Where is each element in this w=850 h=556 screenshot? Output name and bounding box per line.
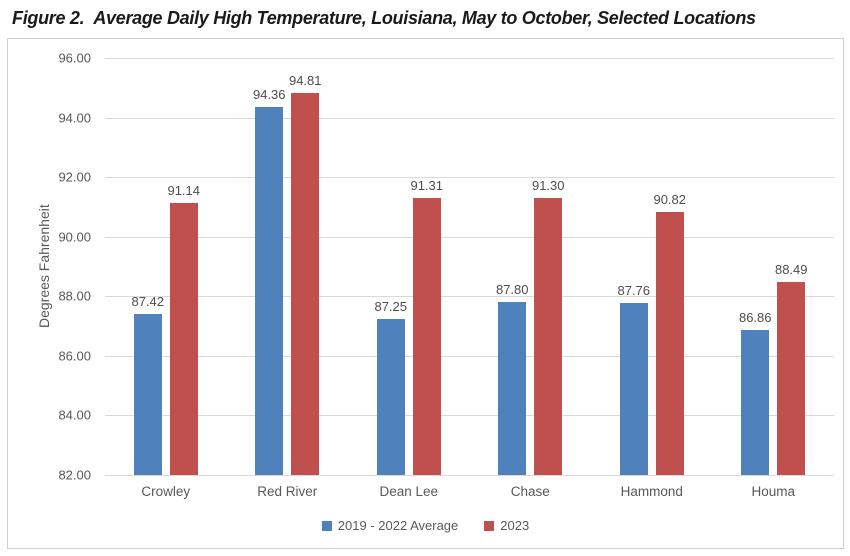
x-axis-tick-label: Dean Lee	[379, 484, 439, 499]
bar-group: 87.25 91.31	[348, 58, 470, 475]
bar: 88.49	[775, 262, 808, 475]
bar-wrap: 91.14	[167, 58, 200, 475]
bar-group: 94.36 94.81	[227, 58, 349, 475]
bar: 94.81	[289, 73, 322, 475]
bar-group: 87.42 91.14	[105, 58, 227, 475]
bar-wrap: 88.49	[775, 58, 808, 475]
y-axis-tick-label: 84.00	[58, 407, 91, 423]
bar: 87.42	[131, 294, 164, 475]
x-axis-tick-label: Crowley	[141, 484, 191, 499]
gridline	[105, 58, 834, 59]
x-axis-labels: Crowley Red River Dean Lee Chase Hammond Houm…	[105, 484, 834, 499]
bar: 91.14	[167, 183, 200, 475]
bar: 90.82	[653, 192, 686, 475]
bar-groups: 87.42 91.14 94.36 94.81 87.25 91.31 87.80 91.30…	[105, 58, 834, 475]
bar-wrap: 86.86	[739, 58, 772, 475]
bar-value-label: 91.31	[410, 177, 444, 193]
bar-value-label: 87.76	[617, 283, 651, 299]
bar-wrap: 94.81	[289, 58, 322, 475]
legend: 2019 - 2022 Average 2023	[8, 518, 843, 533]
bar-value-label: 87.80	[495, 282, 529, 298]
gridline	[105, 236, 834, 238]
bar: 86.86	[739, 310, 772, 475]
bar: 87.80	[496, 282, 529, 475]
bar-value-label: 91.30	[531, 178, 565, 193]
bar: 91.31	[410, 178, 443, 475]
gridline	[105, 296, 834, 298]
bar: 87.25	[374, 299, 407, 475]
bar-wrap: 90.82	[653, 58, 686, 475]
y-axis-tick-label: 82.00	[58, 467, 91, 483]
bar-group: 86.86 88.49	[713, 58, 835, 475]
chart-title-text: Average Daily High Temperature, Louisian…	[93, 8, 756, 28]
legend-item: 2019 - 2022 Average	[321, 518, 459, 533]
bar-wrap: 87.80	[496, 58, 529, 475]
bar-value-label: 88.49	[774, 261, 808, 277]
y-axis-tick-label: 96.00	[58, 50, 91, 66]
y-axis-tick-label: 88.00	[58, 288, 91, 304]
gridlines-layer	[105, 58, 834, 476]
bar-value-label: 86.86	[738, 310, 772, 326]
bar-wrap: 87.25	[374, 58, 407, 475]
legend-label: 2019 - 2022 Average	[337, 518, 459, 533]
bar-value-label: 91.14	[167, 182, 201, 198]
figure-title: Figure 2. Average Daily High Temperature,…	[12, 8, 844, 29]
bar-value-label: 90.82	[653, 192, 687, 208]
bar-wrap: 87.76	[617, 58, 650, 475]
legend-label: 2023	[500, 518, 530, 533]
y-axis-tick-label: 86.00	[58, 348, 91, 364]
gridline	[105, 355, 834, 357]
y-axis-tick-label: 92.00	[58, 169, 91, 185]
legend-item: 2023	[484, 518, 529, 533]
gridline	[105, 177, 834, 179]
bar-wrap: 94.36	[253, 58, 286, 475]
bar-wrap: 87.42	[131, 58, 164, 475]
bar-wrap: 91.31	[410, 58, 443, 475]
x-axis-tick-label: Houma	[751, 484, 796, 499]
y-axis-tick-label: 94.00	[58, 110, 91, 126]
bar-value-label: 87.42	[131, 293, 165, 309]
bar-wrap: 91.30	[532, 58, 565, 475]
gridline	[105, 475, 834, 476]
bar-value-label: 94.36	[252, 86, 286, 102]
x-axis-tick-label: Hammond	[620, 484, 683, 499]
plot-area: 87.42 91.14 94.36 94.81 87.25 91.31 87.80 91.30…	[105, 58, 834, 476]
legend-swatch	[484, 520, 495, 531]
x-axis-tick-label: Red River	[257, 484, 318, 499]
legend-swatch	[321, 520, 332, 531]
gridline	[105, 415, 834, 417]
y-axis-tick-label: 90.00	[58, 229, 91, 245]
y-axis-ticks: 96.00 94.00 92.00 90.00 88.00 86.00 84.00 82.00	[8, 51, 98, 483]
bar-value-label: 94.81	[288, 73, 322, 89]
figure-number-label: Figure 2.	[12, 8, 85, 28]
gridline	[105, 117, 834, 119]
chart-container: Degrees Fahrenheit 96.00 94.00 92.00 90.00 8…	[7, 38, 844, 549]
bar: 94.36	[253, 87, 286, 475]
bar-group: 87.76 90.82	[591, 58, 713, 475]
bar: 87.76	[617, 283, 650, 475]
x-axis-tick-label: Chase	[510, 484, 550, 499]
bar-group: 87.80 91.30	[470, 58, 592, 475]
bar: 91.30	[532, 178, 565, 475]
bar-value-label: 87.25	[374, 298, 408, 314]
